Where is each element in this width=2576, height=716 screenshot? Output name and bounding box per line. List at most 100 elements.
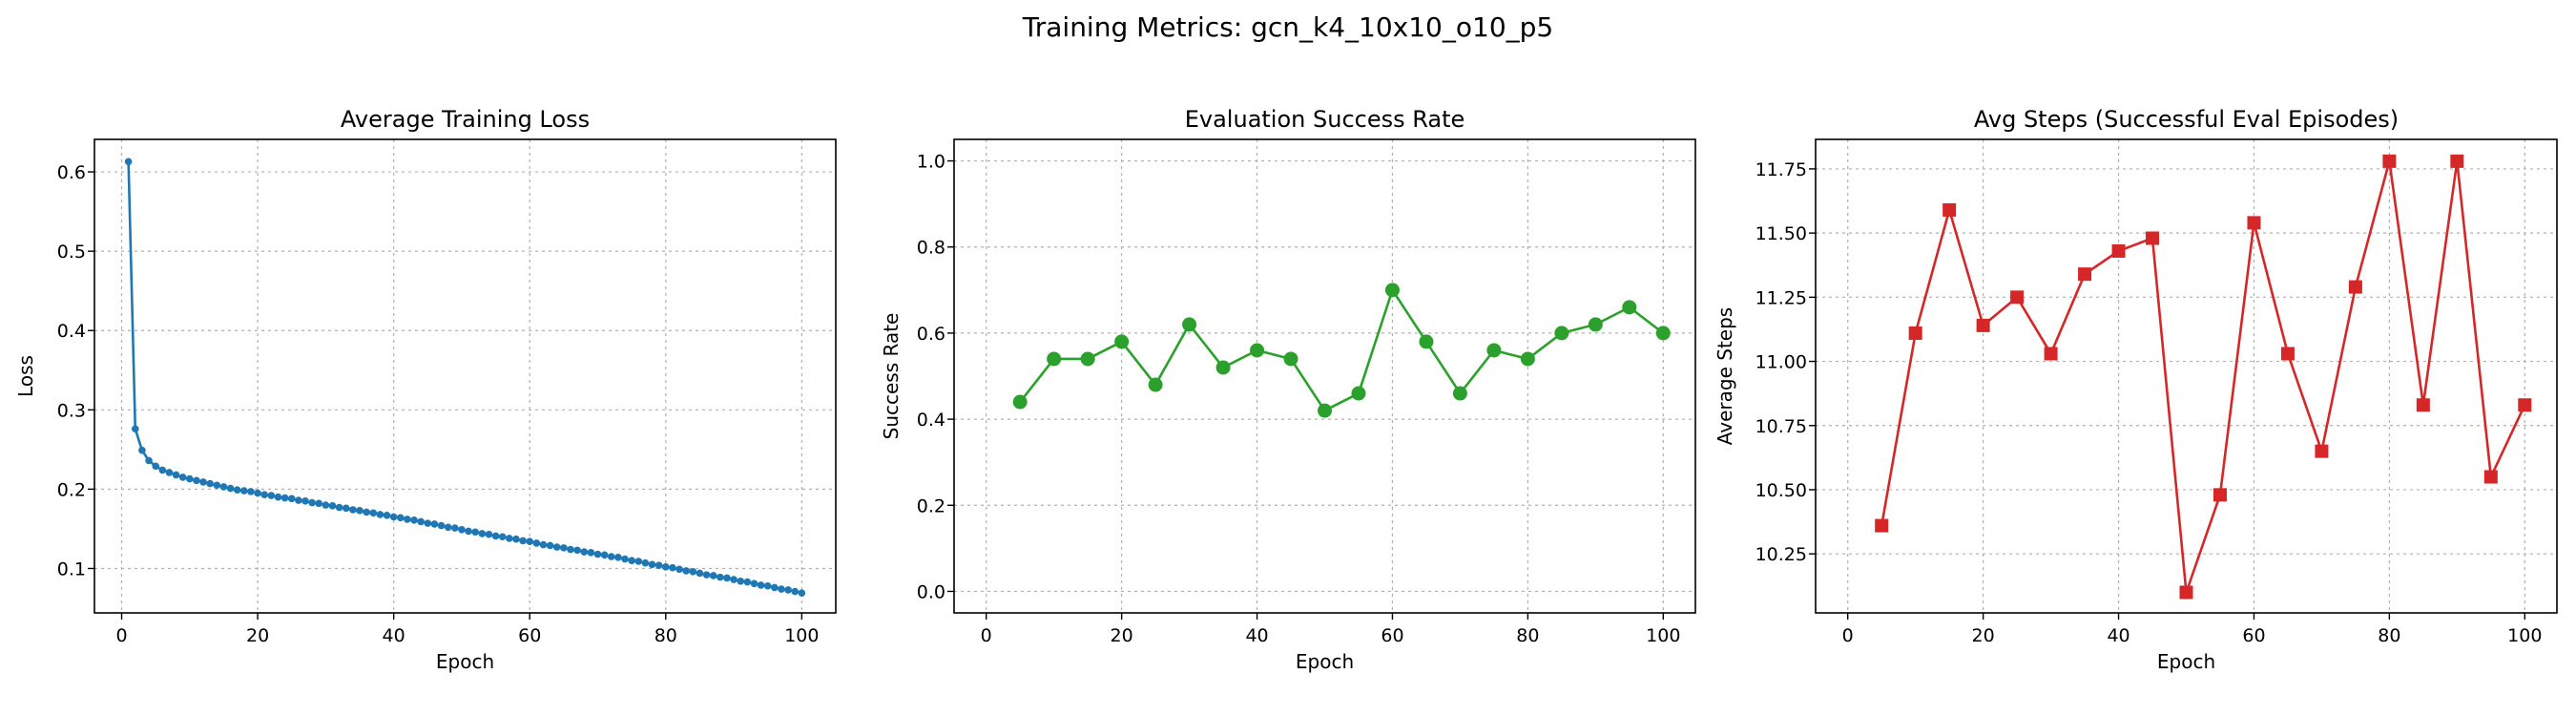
y-axis-label: Loss — [14, 355, 37, 397]
y-tick-label: 10.50 — [1755, 480, 1807, 501]
data-point — [1384, 283, 1400, 298]
x-tick-label: 60 — [1381, 625, 1403, 646]
data-point — [124, 158, 133, 166]
chart-panel-1: 0 20 40 60 80 100 0.1 0.2 0.3 0.4 0.5 0.6 Average Tr… — [14, 106, 837, 673]
data-point — [1908, 326, 1922, 340]
data-point — [471, 528, 479, 537]
data-point — [750, 579, 758, 588]
data-point — [1520, 351, 1535, 367]
data-point — [1976, 318, 1990, 332]
x-tick-label: 60 — [2242, 625, 2265, 646]
data-point — [1283, 351, 1298, 367]
y-tick-label: 1.0 — [917, 152, 945, 173]
data-point — [648, 560, 656, 569]
chart-title: Average Training Loss — [341, 106, 590, 133]
x-tick-label: 20 — [1972, 625, 1995, 646]
series-line — [127, 161, 802, 595]
data-point — [580, 548, 589, 556]
data-point — [771, 583, 779, 592]
plot-frame — [953, 138, 1696, 614]
data-point — [178, 474, 187, 481]
data-point — [451, 524, 459, 532]
data-point — [702, 571, 711, 579]
data-point — [717, 573, 724, 581]
y-tick-label: 10.75 — [1755, 416, 1807, 437]
data-point — [328, 502, 337, 510]
data-point — [2212, 488, 2227, 502]
data-point — [206, 479, 214, 488]
y-tick-label: 0.4 — [57, 321, 86, 342]
x-tick-label: 20 — [1111, 625, 1133, 646]
data-point — [737, 577, 745, 585]
data-point — [383, 512, 391, 519]
data-point — [274, 493, 282, 501]
data-point — [396, 514, 405, 522]
y-tick-label: 0.1 — [57, 558, 86, 579]
data-point — [552, 543, 561, 551]
x-tick-label: 40 — [383, 625, 405, 646]
x-tick-label: 0 — [1842, 625, 1854, 646]
y-tick-label: 0.4 — [917, 410, 945, 431]
data-point — [342, 504, 350, 513]
data-point — [444, 523, 452, 532]
data-point — [2483, 470, 2498, 484]
y-tick-label: 11.00 — [1755, 352, 1807, 373]
data-point — [600, 551, 609, 559]
data-point — [661, 563, 670, 571]
data-point — [301, 497, 309, 505]
data-point — [247, 488, 255, 495]
data-point — [1655, 326, 1671, 341]
data-point — [172, 471, 180, 479]
data-point — [2315, 444, 2329, 458]
data-point — [349, 506, 357, 514]
data-point — [193, 476, 200, 485]
data-point — [2280, 347, 2295, 361]
data-point — [1215, 360, 1231, 375]
chart-title: Avg Steps (Successful Eval Episodes) — [1974, 106, 2399, 133]
data-point — [506, 535, 513, 542]
data-point — [1419, 334, 1434, 349]
data-point — [152, 462, 159, 471]
data-point — [267, 492, 276, 499]
y-tick-label: 0.8 — [917, 238, 945, 259]
chart-title: Evaluation Success Rate — [1185, 106, 1465, 133]
data-point — [226, 484, 235, 493]
y-tick-label: 0.2 — [917, 495, 945, 516]
x-tick-label: 0 — [115, 625, 127, 646]
data-point — [1250, 343, 1265, 358]
data-point — [1588, 317, 1603, 332]
data-point — [723, 574, 731, 582]
data-point — [791, 587, 800, 596]
data-point — [437, 521, 446, 530]
data-point — [219, 483, 228, 491]
data-point — [573, 546, 581, 555]
data-point — [2111, 243, 2126, 258]
plot-frame — [93, 138, 837, 614]
data-point — [410, 516, 418, 524]
data-point — [1351, 386, 1366, 401]
data-point — [567, 545, 574, 554]
data-point — [308, 498, 316, 507]
data-point — [2078, 267, 2092, 282]
data-point — [369, 509, 378, 517]
data-point — [669, 563, 676, 572]
data-point — [709, 572, 717, 579]
data-point — [254, 489, 261, 497]
x-tick-label: 100 — [2507, 625, 2542, 646]
x-tick-label: 100 — [784, 625, 819, 646]
x-tick-label: 20 — [246, 625, 269, 646]
data-point — [778, 585, 785, 593]
data-point — [1318, 403, 1332, 418]
data-point — [498, 533, 507, 541]
y-tick-label: 0.6 — [917, 324, 945, 345]
data-point — [376, 511, 384, 518]
data-point — [158, 466, 167, 474]
y-tick-label: 11.50 — [1755, 223, 1807, 244]
data-point — [628, 557, 635, 564]
data-point — [185, 474, 194, 483]
data-point — [593, 550, 602, 558]
plot-frame — [1815, 138, 2558, 614]
data-point — [1047, 351, 1062, 367]
data-point — [295, 496, 302, 504]
data-point — [560, 544, 568, 552]
